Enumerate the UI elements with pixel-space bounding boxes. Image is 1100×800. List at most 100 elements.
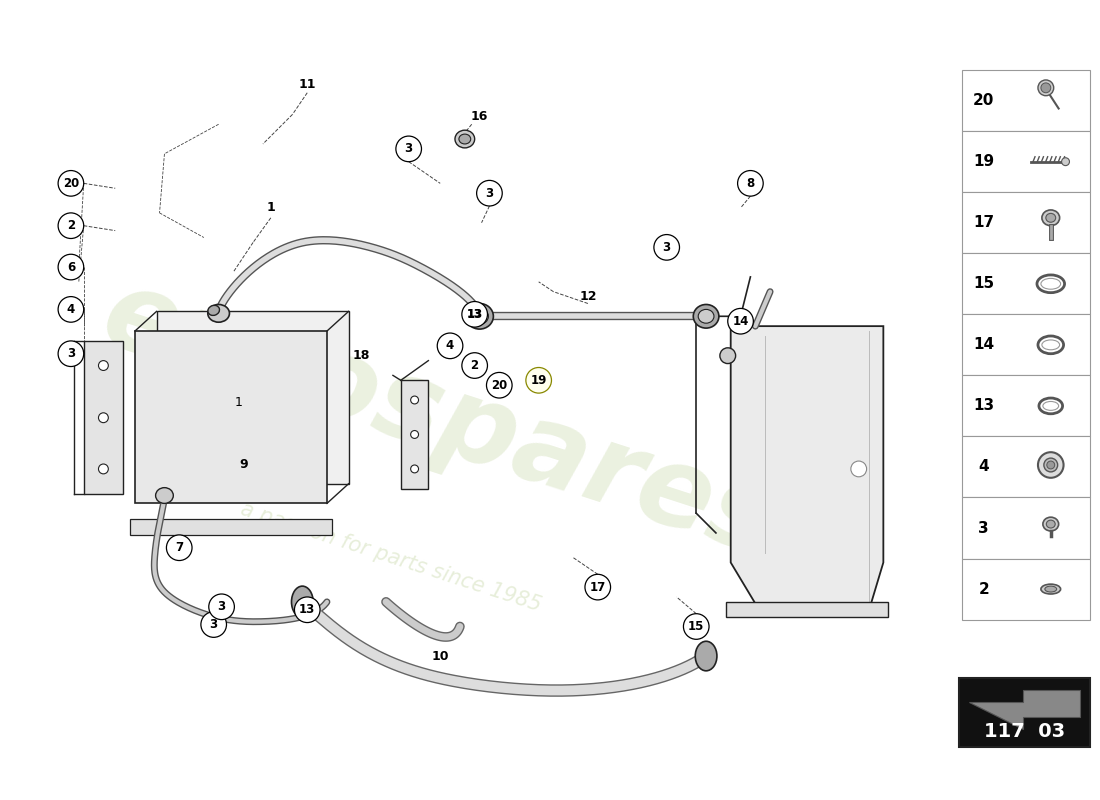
Text: 3: 3 — [67, 347, 75, 360]
Bar — [400, 380, 428, 489]
Bar — [962, 314, 1090, 375]
Circle shape — [851, 461, 867, 477]
Circle shape — [738, 170, 763, 196]
Text: 6: 6 — [67, 261, 75, 274]
Bar — [962, 437, 1090, 498]
Text: a passion for parts since 1985: a passion for parts since 1985 — [238, 499, 543, 616]
Text: 3: 3 — [979, 521, 989, 535]
Text: 18: 18 — [353, 349, 370, 362]
Ellipse shape — [1046, 214, 1056, 222]
Ellipse shape — [693, 305, 719, 328]
Ellipse shape — [208, 305, 230, 322]
Ellipse shape — [465, 303, 494, 329]
Circle shape — [1038, 80, 1054, 96]
Ellipse shape — [1037, 275, 1065, 293]
Text: 3: 3 — [210, 618, 218, 631]
Text: 117  03: 117 03 — [984, 722, 1065, 742]
Ellipse shape — [155, 488, 174, 503]
Circle shape — [1041, 83, 1050, 93]
Text: 20: 20 — [974, 93, 994, 108]
Circle shape — [58, 170, 84, 196]
Text: 3: 3 — [662, 241, 671, 254]
Bar — [962, 70, 1090, 131]
Ellipse shape — [1038, 398, 1063, 414]
Bar — [962, 558, 1090, 620]
Ellipse shape — [459, 134, 471, 144]
Circle shape — [58, 254, 84, 280]
Circle shape — [653, 234, 680, 260]
Circle shape — [201, 612, 227, 638]
Ellipse shape — [1042, 340, 1059, 350]
Text: eurospares: eurospares — [89, 260, 791, 579]
Bar — [962, 254, 1090, 314]
Text: 13: 13 — [468, 310, 483, 319]
Ellipse shape — [1041, 278, 1060, 290]
Ellipse shape — [292, 586, 313, 618]
Text: 10: 10 — [431, 650, 449, 662]
Ellipse shape — [208, 306, 220, 315]
Ellipse shape — [455, 130, 475, 148]
Circle shape — [1038, 452, 1064, 478]
Circle shape — [410, 396, 418, 404]
Circle shape — [526, 367, 551, 393]
Polygon shape — [730, 326, 883, 612]
Text: 14: 14 — [974, 338, 994, 352]
Ellipse shape — [1041, 584, 1060, 594]
Polygon shape — [969, 690, 1080, 729]
Circle shape — [437, 333, 463, 358]
Text: 3: 3 — [405, 142, 412, 155]
Ellipse shape — [698, 310, 714, 323]
Circle shape — [99, 413, 108, 422]
Text: 7: 7 — [175, 542, 184, 554]
Circle shape — [728, 309, 754, 334]
Text: 3: 3 — [485, 186, 494, 200]
Circle shape — [166, 535, 192, 561]
Text: 15: 15 — [974, 276, 994, 291]
Circle shape — [99, 464, 108, 474]
Ellipse shape — [1042, 210, 1059, 226]
Text: 19: 19 — [530, 374, 547, 387]
Text: 13: 13 — [299, 603, 316, 616]
Text: 4: 4 — [67, 303, 75, 316]
Circle shape — [1044, 458, 1058, 472]
Circle shape — [99, 361, 108, 370]
Text: 1: 1 — [266, 202, 275, 214]
Text: 4: 4 — [446, 339, 454, 352]
Circle shape — [295, 597, 320, 622]
Bar — [962, 375, 1090, 437]
Text: 2: 2 — [67, 219, 75, 232]
Ellipse shape — [1045, 586, 1057, 592]
Text: 12: 12 — [580, 290, 596, 303]
Bar — [962, 192, 1090, 254]
Circle shape — [1062, 158, 1069, 166]
Text: 3: 3 — [218, 600, 226, 614]
Text: 17: 17 — [590, 581, 606, 594]
Bar — [130, 519, 332, 535]
Circle shape — [58, 213, 84, 238]
Circle shape — [486, 373, 513, 398]
Text: 15: 15 — [689, 620, 704, 633]
Circle shape — [462, 353, 487, 378]
Circle shape — [719, 348, 736, 363]
Text: 16: 16 — [471, 110, 488, 123]
Circle shape — [683, 614, 710, 639]
Ellipse shape — [1038, 336, 1064, 354]
Bar — [959, 678, 1090, 746]
Ellipse shape — [695, 642, 717, 671]
Text: 11: 11 — [298, 78, 316, 91]
Ellipse shape — [1043, 402, 1058, 410]
Bar — [962, 498, 1090, 558]
Bar — [135, 331, 327, 503]
Circle shape — [58, 341, 84, 366]
Circle shape — [209, 594, 234, 620]
Text: 9: 9 — [239, 458, 248, 470]
Ellipse shape — [1043, 517, 1058, 531]
Text: 20: 20 — [63, 177, 79, 190]
Text: 1: 1 — [235, 396, 243, 409]
Bar — [84, 341, 123, 494]
Circle shape — [476, 180, 503, 206]
Text: 14: 14 — [733, 314, 749, 328]
Polygon shape — [726, 602, 889, 617]
Circle shape — [410, 430, 418, 438]
Circle shape — [462, 302, 487, 327]
